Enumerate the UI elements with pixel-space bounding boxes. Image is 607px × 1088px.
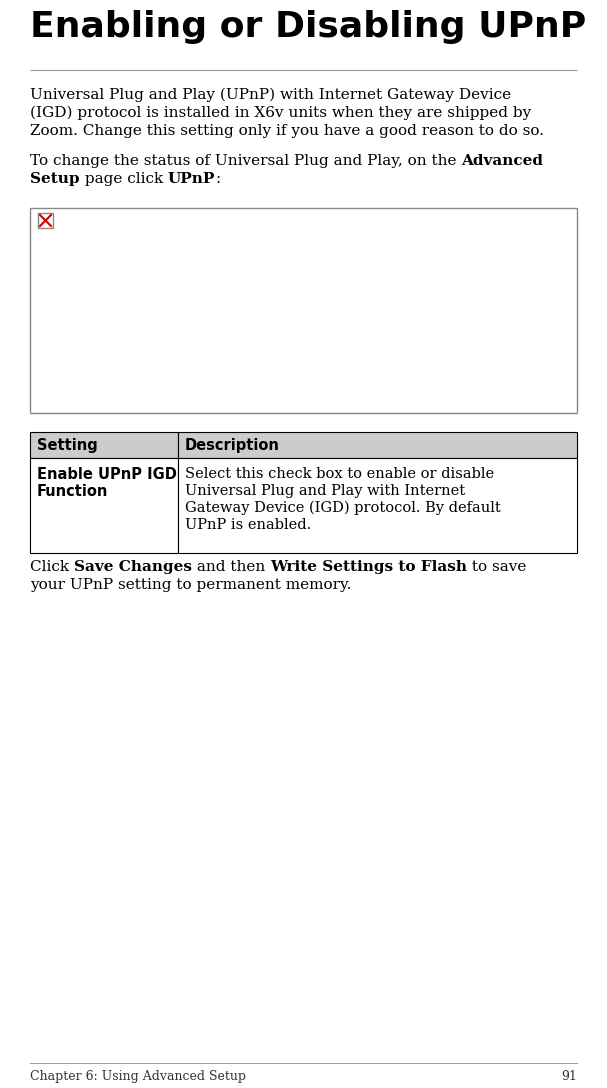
Text: To change the status of Universal Plug and Play, on the: To change the status of Universal Plug a… bbox=[30, 154, 461, 168]
Text: page click: page click bbox=[80, 172, 168, 186]
Text: Gateway Device (IGD) protocol. By default: Gateway Device (IGD) protocol. By defaul… bbox=[185, 500, 501, 516]
Text: Enable UPnP IGD: Enable UPnP IGD bbox=[37, 467, 177, 482]
Bar bbox=[178, 458, 577, 553]
Text: Enabling or Disabling UPnP: Enabling or Disabling UPnP bbox=[30, 10, 586, 44]
Bar bbox=[30, 208, 577, 413]
Text: Setting: Setting bbox=[37, 438, 98, 453]
Text: :: : bbox=[215, 172, 220, 186]
Bar bbox=[38, 213, 53, 228]
Text: Zoom. Change this setting only if you have a good reason to do so.: Zoom. Change this setting only if you ha… bbox=[30, 124, 544, 138]
Text: Advanced: Advanced bbox=[461, 154, 543, 168]
Text: Description: Description bbox=[185, 438, 280, 453]
Text: (IGD) protocol is installed in X6v units when they are shipped by: (IGD) protocol is installed in X6v units… bbox=[30, 106, 531, 121]
Text: UPnP: UPnP bbox=[168, 172, 215, 186]
Bar bbox=[30, 432, 178, 458]
Text: to save: to save bbox=[467, 560, 526, 574]
Text: Setup: Setup bbox=[30, 172, 80, 186]
Text: your UPnP setting to permanent memory.: your UPnP setting to permanent memory. bbox=[30, 578, 351, 592]
Text: UPnP is enabled.: UPnP is enabled. bbox=[185, 518, 311, 532]
Bar bbox=[178, 432, 577, 458]
Bar bbox=[30, 458, 178, 553]
Text: Save Changes: Save Changes bbox=[74, 560, 192, 574]
Text: Universal Plug and Play (UPnP) with Internet Gateway Device: Universal Plug and Play (UPnP) with Inte… bbox=[30, 88, 511, 102]
Text: Click: Click bbox=[30, 560, 74, 574]
Text: Universal Plug and Play with Internet: Universal Plug and Play with Internet bbox=[185, 484, 465, 498]
Text: 91: 91 bbox=[561, 1070, 577, 1083]
Text: and then: and then bbox=[192, 560, 270, 574]
Text: Function: Function bbox=[37, 484, 109, 499]
Text: Select this check box to enable or disable: Select this check box to enable or disab… bbox=[185, 467, 494, 481]
Text: Write Settings to Flash: Write Settings to Flash bbox=[270, 560, 467, 574]
Text: Chapter 6: Using Advanced Setup: Chapter 6: Using Advanced Setup bbox=[30, 1070, 246, 1083]
